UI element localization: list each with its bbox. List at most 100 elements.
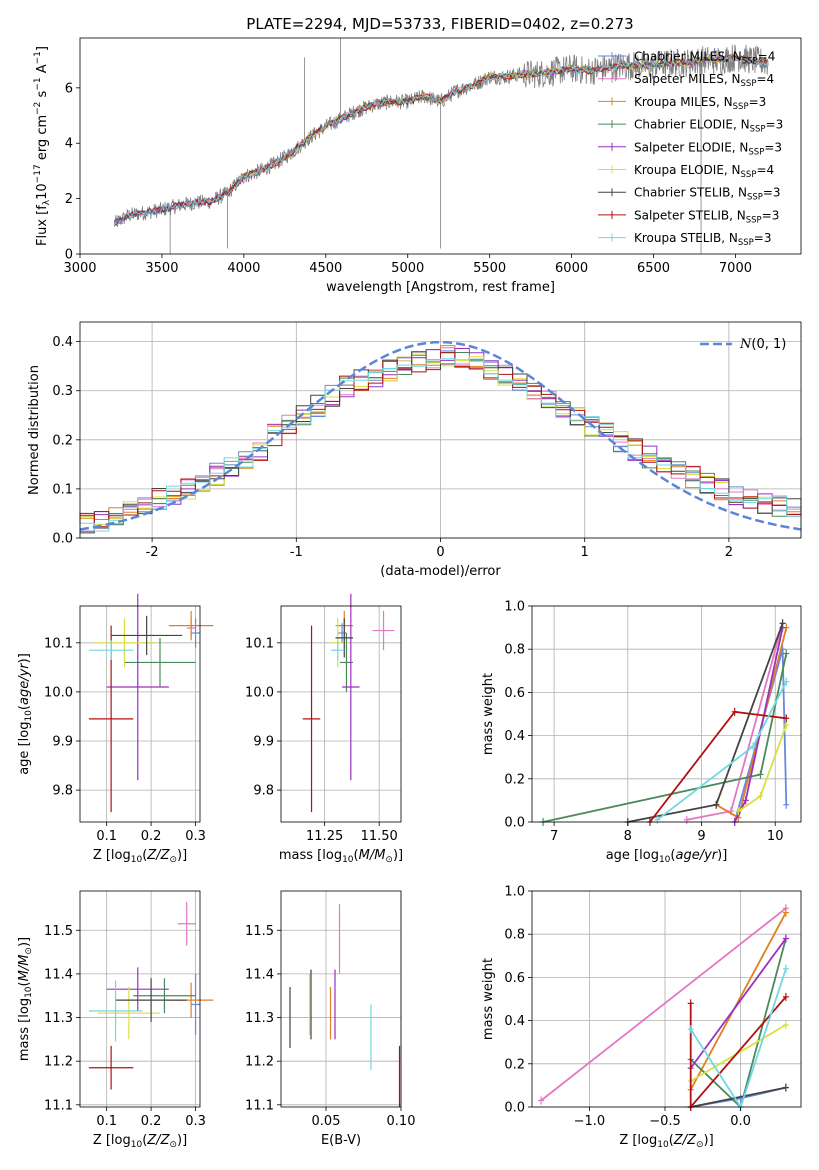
- y-tick-label: 0.3: [52, 384, 73, 399]
- plot-content: [88, 593, 214, 813]
- x-axis-label-part: ⊙: [696, 1140, 704, 1150]
- legend-label-sub: SSP: [741, 170, 757, 180]
- y-axis-label-part: (: [17, 981, 32, 986]
- x-axis-label-part: Z [log: [93, 1133, 131, 1148]
- legend-label-value: =3: [764, 140, 782, 154]
- legend-label: Kroupa STELIB, NSSP=3: [634, 231, 772, 248]
- x-axis-label: age [log10(age/yr)]: [606, 848, 728, 865]
- y-axis-label: Flux [fλ10−17 erg cm−2 s−1 A−1]: [33, 46, 52, 246]
- y-tick-label: 11.5: [44, 924, 73, 939]
- legend-label-sub: SSP: [748, 147, 764, 157]
- x-tick-label: -2: [146, 545, 159, 560]
- x-tick-label: 6000: [555, 261, 588, 276]
- y-axis-label-part: −1: [33, 51, 43, 64]
- legend-label-value: =4: [756, 72, 774, 86]
- x-axis-label-part: 10: [131, 1140, 143, 1150]
- plot-area: [80, 891, 200, 1107]
- y-tick-label: 1.0: [504, 885, 525, 900]
- y-tick-label: 11.1: [245, 1098, 274, 1113]
- y-axis-label-part: λ: [42, 199, 52, 205]
- plot-area: [532, 606, 801, 822]
- y-tick-label: 11.3: [44, 1011, 73, 1026]
- y-tick-label: 0: [65, 248, 73, 263]
- x-tick-label: 7: [550, 829, 558, 844]
- x-tick-label: 10: [767, 829, 784, 844]
- y-tick-label: 11.2: [44, 1055, 73, 1070]
- y-tick-label: 2: [65, 192, 73, 207]
- y-tick-label: 11.4: [245, 967, 274, 982]
- y-tick-label: 11.5: [245, 924, 274, 939]
- x-axis-label-part: M/M: [359, 848, 386, 863]
- x-tick-label: 3000: [63, 261, 96, 276]
- y-axis-label: mass [log10(M/M⊙)]: [17, 937, 34, 1061]
- legend-label-value: =3: [762, 208, 780, 222]
- x-tick-label: 8: [624, 829, 632, 844]
- y-axis-label-part: −2: [33, 102, 43, 115]
- chart-title: PLATE=2294, MJD=53733, FIBERID=0402, z=0…: [246, 15, 633, 33]
- legend-label-text: Kroupa STELIB, N: [634, 231, 738, 245]
- legend-label: Kroupa MILES, NSSP=3: [634, 95, 766, 112]
- x-tick-label: 7000: [719, 261, 752, 276]
- y-tick-label: 10.0: [44, 685, 73, 700]
- weight-line: [690, 1086, 787, 1108]
- axes-frame: [531, 890, 802, 1108]
- y-tick-label: 0.1: [52, 482, 73, 497]
- legend-label-text: Salpeter ELODIE, N: [634, 140, 748, 154]
- legend-label-value: =3: [763, 186, 781, 200]
- panel-weight-vs-Z: −1.0 −0.5 0.0 0.0 0.2 0.4 0.6 0.8 1.0: [504, 885, 802, 1129]
- plot-content: [88, 901, 214, 1090]
- y-axis-label-part: mass [log: [17, 998, 32, 1061]
- plot-area: [281, 606, 401, 822]
- x-tick-label: 0: [436, 545, 444, 560]
- y-axis-label-part: Flux [f: [35, 205, 50, 246]
- panel-mass-vs-EBV: 0.05 0.10 11.1 11.2 11.3 11.4 11.5: [245, 890, 415, 1129]
- x-axis-label-part: ⊙: [169, 1140, 177, 1150]
- y-axis-label-part: erg cm: [35, 115, 50, 164]
- x-axis-label-part: )]: [393, 848, 403, 863]
- legend-label: Salpeter STELIB, NSSP=3: [634, 208, 779, 225]
- model-spectrum-line: [114, 55, 768, 225]
- x-tick-label: 6500: [637, 261, 670, 276]
- x-tick-label: 0.05: [312, 1114, 341, 1129]
- x-axis-label-part: (: [354, 848, 359, 863]
- x-axis-label-part: (: [670, 848, 675, 863]
- y-tick-label: 9.9: [253, 735, 274, 750]
- y-tick-label: 11.1: [44, 1098, 73, 1113]
- x-axis-label-part: (: [669, 1133, 674, 1148]
- axes-frame: [280, 890, 402, 1108]
- legend-gaussian: N(0, 1): [700, 337, 786, 352]
- x-axis-label-part: Z/Z: [146, 848, 170, 863]
- legend-label-sub: SSP: [747, 193, 763, 203]
- axes-frame: [79, 37, 802, 255]
- legend-label: Chabrier STELIB, NSSP=3: [634, 186, 781, 203]
- legend-label-sub: SSP: [742, 57, 758, 67]
- y-axis-label: mass weight: [481, 958, 496, 1040]
- y-axis-label-part: A: [35, 64, 50, 77]
- y-axis-label-part: 10: [35, 183, 50, 200]
- x-axis-label: Z [log10(Z/Z⊙)]: [93, 848, 187, 865]
- weight-line: [540, 907, 787, 1102]
- legend-label-text: Salpeter STELIB, N: [634, 208, 746, 222]
- x-axis-label-part: ⊙: [169, 855, 177, 865]
- y-tick-label: 0.0: [504, 816, 525, 831]
- legend-label: Salpeter MILES, NSSP=4: [634, 72, 774, 89]
- x-axis-label-part: ⊙: [385, 855, 393, 865]
- legend-label-value: =4: [758, 50, 776, 64]
- y-tick-label: 0.6: [504, 971, 525, 986]
- y-axis-label-part: mass weight: [481, 673, 496, 755]
- x-axis-label: Z [log10(Z/Z⊙)]: [619, 1133, 713, 1150]
- y-axis-label-part: M/M: [17, 955, 32, 982]
- y-tick-label: 6: [65, 81, 73, 96]
- y-axis-label-part: (: [17, 705, 32, 710]
- x-axis-label-part: age/yr: [675, 848, 718, 863]
- y-axis-label-part: age [log: [17, 722, 32, 775]
- x-axis-label-part: (: [142, 1133, 147, 1148]
- y-tick-label: 0.4: [504, 1014, 525, 1029]
- y-tick-label: 9.8: [253, 784, 274, 799]
- y-axis-label-part: ⊙: [24, 947, 34, 955]
- legend-label-sub: SSP: [733, 102, 749, 112]
- axes-frame: [79, 890, 201, 1108]
- x-tick-label: 0.1: [96, 829, 117, 844]
- y-tick-label: 0.2: [504, 1057, 525, 1072]
